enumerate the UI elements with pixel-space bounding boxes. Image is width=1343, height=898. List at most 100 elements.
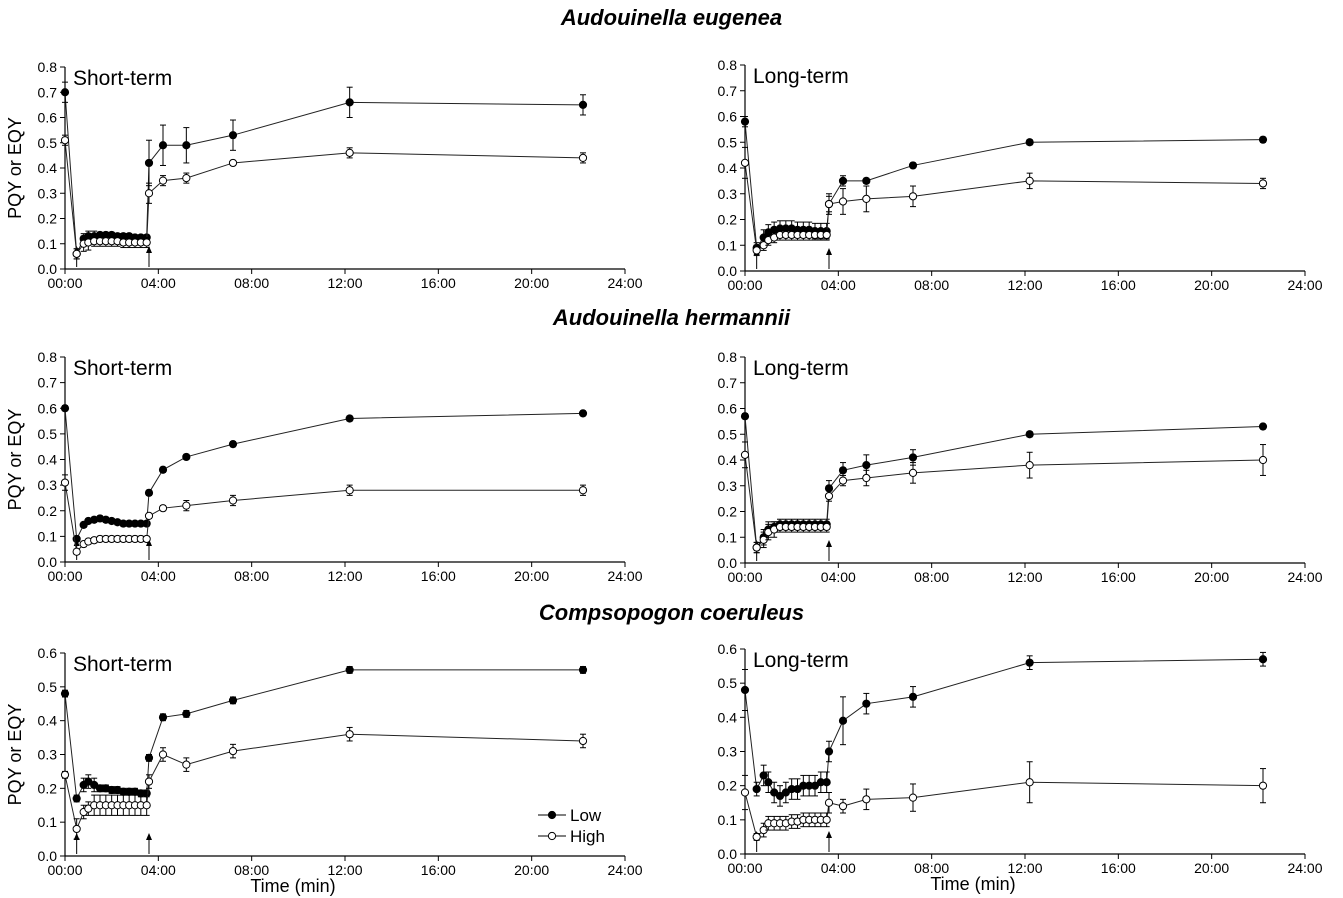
- data-point: [72, 547, 81, 556]
- data-point: [824, 747, 834, 756]
- data-point: [228, 131, 238, 140]
- y-tick-label: 0.6: [38, 400, 58, 416]
- arrow-head: [826, 248, 832, 255]
- x-tick-label: 16:00: [1101, 860, 1136, 876]
- data-point: [578, 100, 588, 109]
- data-point: [838, 197, 848, 206]
- x-tick-label: 16:00: [1101, 277, 1136, 293]
- data-point: [838, 716, 848, 725]
- chart-panel-coeruleus-short-term: 0.0 0.1 0.2 0.3 0.4 0.5 0.6 00:00 04:00 08:00 12:0…: [1, 635, 647, 898]
- x-tick-label: 00:00: [727, 860, 762, 876]
- data-point: [740, 450, 750, 459]
- x-tick-label: 24:00: [607, 568, 642, 584]
- legend-marker-low: [547, 810, 557, 820]
- chart-svg: 0.0 0.1 0.2 0.3 0.4 0.5 0.6 0.7 0.8 00:00 04:00 08:…: [5, 349, 643, 584]
- arrow-marker: [826, 248, 832, 269]
- data-point: [228, 696, 238, 705]
- x-tick-label: 16:00: [1101, 569, 1136, 585]
- y-tick-label: 0.8: [38, 349, 58, 365]
- data-point: [144, 189, 154, 198]
- chart-panel-eugenea-short-term: 0.0 0.1 0.2 0.3 0.4 0.5 0.6 0.7 0.8 00:00 04:00 08:…: [1, 49, 647, 311]
- data-point: [822, 815, 831, 824]
- data-point: [1025, 430, 1034, 439]
- data-point: [838, 802, 848, 811]
- y-tick-label: 0.0: [38, 848, 58, 864]
- series-low: [740, 651, 1268, 807]
- species-title-compsopogon-coeruleus: Compsopogon coeruleus: [538, 600, 805, 625]
- series-low: [60, 81, 588, 260]
- series-line: [744, 781, 1264, 838]
- x-tick-label: 00:00: [47, 275, 82, 291]
- data-point: [822, 778, 831, 787]
- x-tick-label: 24:00: [1287, 860, 1322, 876]
- y-tick-label: 0.5: [38, 679, 58, 695]
- data-point: [578, 409, 588, 418]
- data-point: [824, 491, 834, 501]
- data-point: [908, 468, 918, 477]
- arrow-marker: [826, 540, 832, 561]
- arrow-marker: [146, 539, 152, 560]
- data-point: [345, 730, 354, 739]
- data-point: [862, 194, 871, 203]
- legend-marker-high: [547, 831, 557, 841]
- data-point: [908, 161, 918, 170]
- data-point: [822, 230, 831, 240]
- x-tick-label: 08:00: [914, 569, 949, 585]
- legend-label: High: [570, 827, 605, 846]
- x-tick-label: 12:00: [1007, 569, 1042, 585]
- x-tick-label: 08:00: [234, 862, 269, 878]
- chart-panel-coeruleus-long-term: 0.0 0.1 0.2 0.3 0.4 0.5 0.6 00:00 04:00 08:00 12:0…: [681, 631, 1327, 896]
- data-point: [1258, 422, 1268, 431]
- y-tick-label: 0.1: [718, 812, 738, 828]
- data-point: [158, 141, 168, 150]
- data-point: [862, 176, 871, 185]
- data-point: [72, 249, 81, 258]
- data-point: [60, 136, 70, 145]
- data-point: [1025, 138, 1034, 147]
- data-point: [60, 404, 70, 413]
- data-point: [822, 522, 831, 532]
- y-tick-label: 0.7: [718, 83, 738, 99]
- x-tick-label: 00:00: [727, 277, 762, 293]
- x-tick-label: 04:00: [821, 277, 856, 293]
- series-high: [740, 441, 1268, 554]
- panel-label: Long-term: [753, 649, 849, 672]
- y-tick-label: 0.5: [38, 426, 58, 442]
- x-tick-label: 00:00: [727, 569, 762, 585]
- x-tick-label: 20:00: [1194, 860, 1229, 876]
- x-tick-label: 04:00: [821, 569, 856, 585]
- series-high: [60, 134, 588, 260]
- data-point: [158, 504, 168, 513]
- axes: 0.0 0.1 0.2 0.3 0.4 0.5 0.6 0.7 0.8 00:00 04:00 08:…: [38, 59, 643, 291]
- data-point: [60, 88, 70, 97]
- data-point: [838, 466, 848, 475]
- y-tick-label: 0.8: [38, 59, 58, 75]
- x-tick-label: 16:00: [421, 275, 456, 291]
- data-point: [158, 176, 168, 185]
- data-point: [182, 452, 191, 462]
- series-line: [64, 92, 584, 255]
- data-point: [158, 750, 168, 759]
- y-tick-label: 0.2: [718, 504, 738, 520]
- arrow-head: [826, 831, 832, 838]
- y-tick-label: 0.2: [718, 778, 738, 794]
- data-point: [158, 465, 168, 474]
- data-point: [578, 665, 588, 675]
- x-tick-label: 00:00: [47, 568, 82, 584]
- data-point: [1025, 176, 1034, 185]
- data-point: [1258, 455, 1268, 465]
- y-axis-title: PQY or EQY: [5, 117, 25, 219]
- data-point: [228, 747, 238, 756]
- y-tick-label: 0.4: [718, 160, 738, 176]
- y-tick-label: 0.6: [38, 110, 58, 126]
- data-point: [752, 784, 761, 794]
- data-point: [1258, 655, 1268, 664]
- y-tick-label: 0.5: [718, 426, 738, 442]
- arrow-head: [826, 540, 832, 547]
- data-point: [764, 778, 773, 787]
- chart-svg: 0.0 0.1 0.2 0.3 0.4 0.5 0.6 0.7 0.8 00:00 04:00 08:…: [5, 59, 643, 291]
- axes: 0.0 0.1 0.2 0.3 0.4 0.5 0.6 0.7 0.8 00:00 04:00 08:…: [718, 349, 1323, 585]
- chart-svg: 0.0 0.1 0.2 0.3 0.4 0.5 0.6 00:00 04:00 08:00 12:0…: [5, 645, 643, 896]
- series-line: [744, 454, 1264, 549]
- data-point: [752, 832, 761, 842]
